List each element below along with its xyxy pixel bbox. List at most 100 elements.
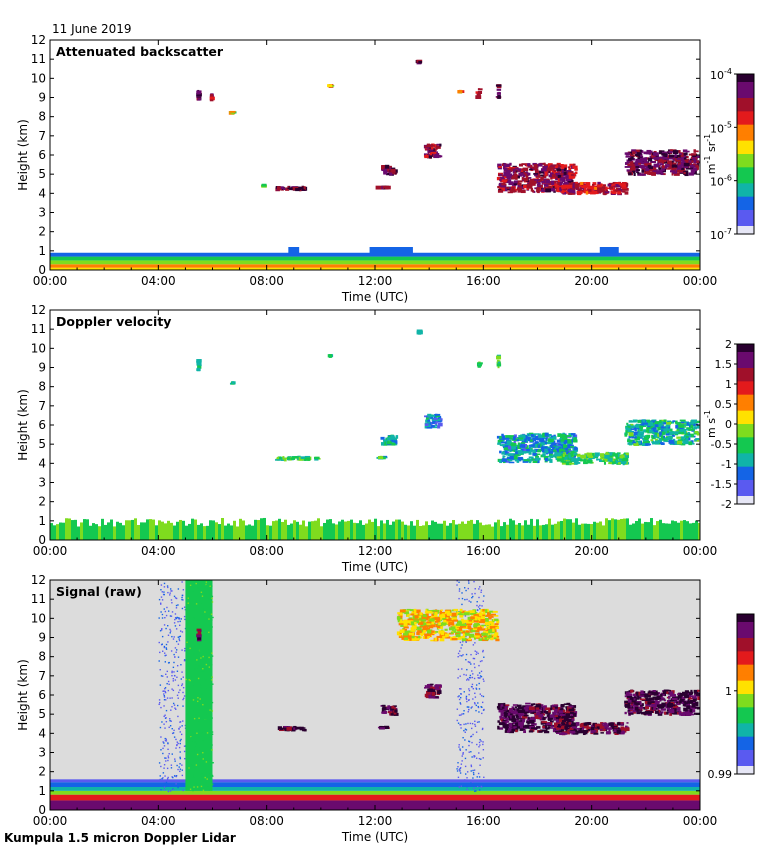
noise-pixel [200,583,202,586]
noise-pixel [160,629,163,631]
noise-pixel [196,682,198,685]
noise-pixel [465,697,467,699]
noise-pixel [187,684,190,686]
cloud-pixel [430,639,434,642]
cloud-pixel [675,156,678,160]
cloud-pixel [696,432,700,436]
cloud-pixel [598,458,602,461]
noise-pixel [481,712,483,715]
colorbar: 21.510.50-0.5-1-1.5-2m s-1 [703,338,755,511]
cloud-pixel [507,712,510,716]
noise-pixel [170,599,173,601]
cloud-pixel [494,615,499,617]
bl-column [413,525,416,540]
noise-pixel [158,703,160,706]
cloud-pixel [657,427,660,431]
noise-pixel [201,732,203,734]
cloud-pixel [688,428,693,431]
cloud-pixel [481,624,487,627]
noise-pixel [475,688,478,690]
cloud-pixel [493,637,497,640]
y-tick-label: 1 [38,514,46,528]
noise-pixel [470,735,473,737]
cloud-pixel [542,453,545,456]
cloud-pixel [638,431,645,435]
cloud-pixel [380,442,385,446]
noise-pixel [209,640,211,643]
noise-pixel [474,642,476,644]
noise-pixel [482,600,485,602]
cloud-pixel [451,630,456,633]
noise-pixel [189,672,191,674]
colorbar-segment [737,426,754,430]
noise-pixel [465,695,468,698]
cloud-pixel [278,186,284,190]
noise-pixel [209,623,211,626]
cloud-pixel [509,725,514,729]
cloud-pixel [512,169,516,172]
y-tick-label: 3 [38,476,46,490]
bl-column [245,525,248,540]
bl-column [278,518,281,540]
noise-pixel [464,598,466,601]
cloud-pixel [420,622,427,626]
noise-pixel [211,626,213,628]
cloud-pixel [667,436,672,439]
noise-pixel [478,596,480,599]
bl-column [587,523,590,540]
noise-pixel [461,592,463,594]
cloud-pixel [488,629,492,634]
cloud-pixel [658,167,662,171]
cloud-pixel [583,182,587,184]
cloud-pixel [487,637,493,640]
cloud-pixel [520,719,526,723]
cloud-pixel [686,160,690,164]
noise-pixel [473,756,475,758]
noise-pixel [175,775,177,778]
cloud-pixel [456,627,459,630]
cloud-pixel [668,150,673,154]
colorbar-segment [737,408,754,412]
cloud-pixel [418,635,421,639]
cloud-pixel [505,717,509,721]
cloud-pixel [635,424,641,429]
colorbar-segment [737,191,754,195]
cloud-pixel [666,422,672,425]
noise-pixel [210,639,213,642]
cloud-pixel [553,445,559,450]
cloud-pixel [508,458,513,462]
cloud-pixel [663,422,669,425]
noise-pixel [461,603,463,606]
noise-pixel [207,786,209,788]
cloud-pixel [689,160,694,163]
cloud-pixel [587,459,593,464]
noise-pixel [176,694,179,697]
cloud-pixel [278,729,285,732]
noise-pixel [194,744,197,747]
noise-pixel [468,740,471,743]
cloud-pixel [659,169,663,173]
noise-pixel [474,696,477,698]
bl-column [143,522,146,540]
cloud-pixel [413,608,417,613]
cloud-pixel [468,619,473,622]
noise-pixel [165,654,167,656]
noise-pixel [199,746,201,748]
noise-pixel [161,613,164,616]
bl-column [365,523,368,540]
noise-pixel [475,757,478,759]
cloud-pixel [503,455,506,458]
cloud-pixel [621,183,626,188]
data-layer [50,329,700,540]
noise-pixel [176,616,178,619]
noise-pixel [183,697,185,699]
cloud-pixel [639,427,643,432]
colorbar-segment [737,130,754,134]
cloud-pixel [674,172,680,176]
bl-column [332,523,335,540]
noise-pixel [460,632,462,634]
cloud-pixel [429,632,435,636]
cloud-pixel [657,158,663,163]
noise-pixel [173,729,175,732]
cloud-pixel [679,153,682,155]
